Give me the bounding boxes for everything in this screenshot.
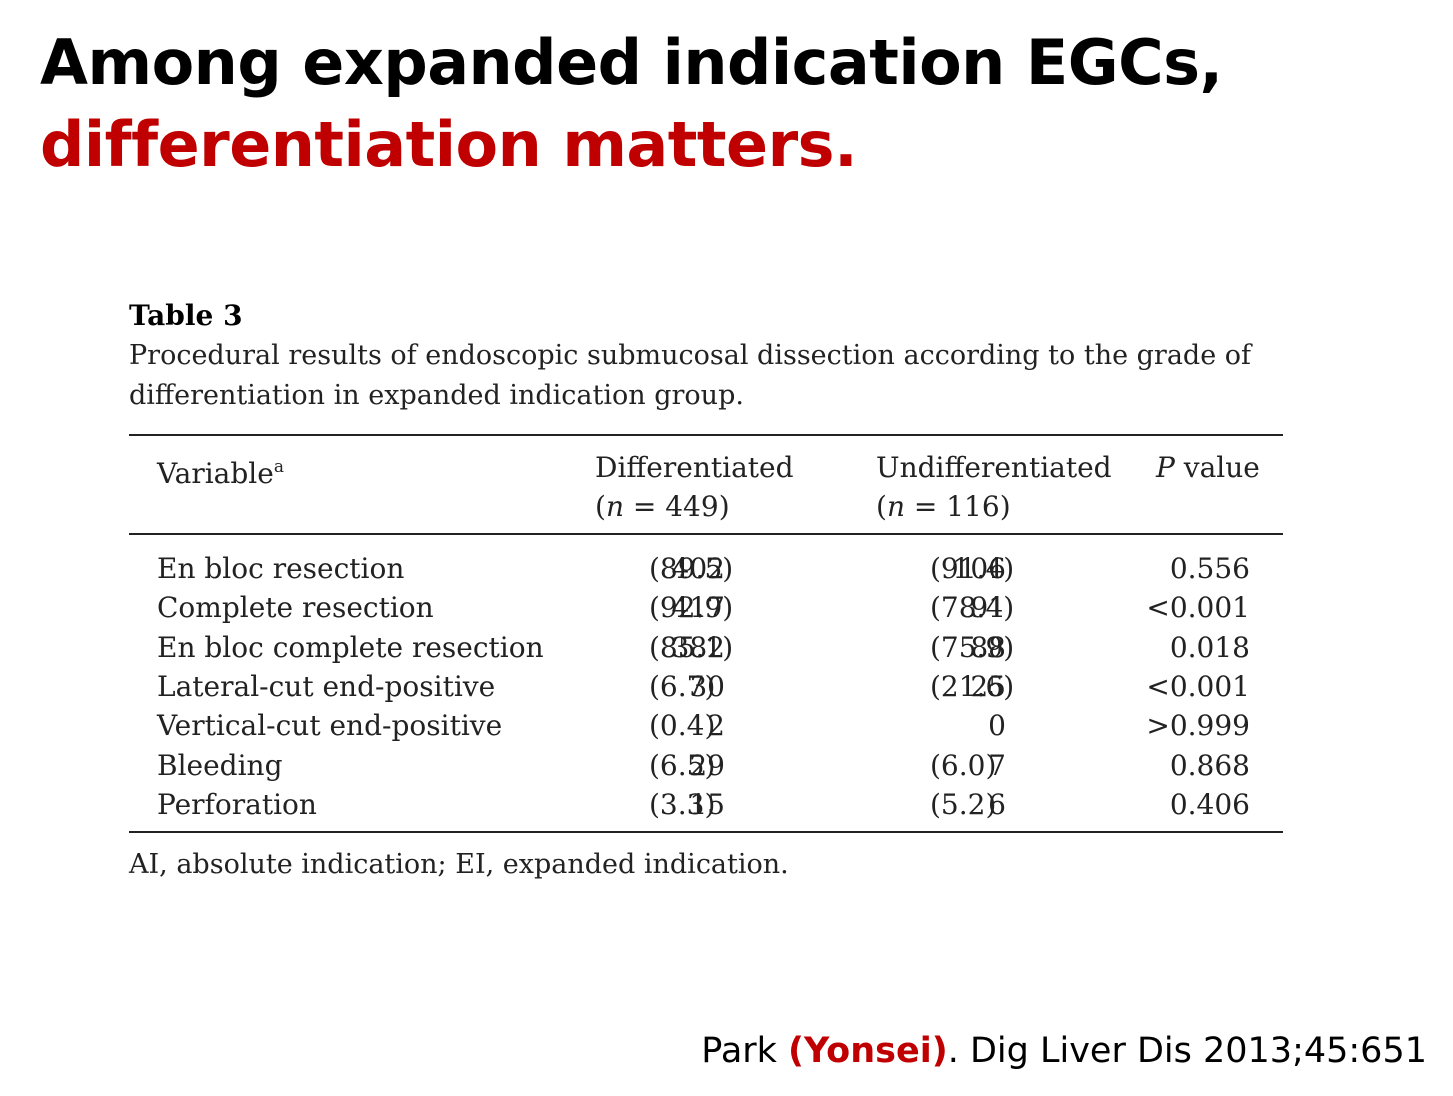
row-variable: Complete resection — [157, 591, 434, 625]
row-variable: En bloc resection — [157, 552, 405, 585]
table-header-rule — [129, 533, 1283, 535]
row-p-value: <0.001 — [1146, 669, 1250, 703]
row-undifferentiated-percent: (78.4) — [930, 591, 1015, 625]
header-differentiated: Differentiated — [595, 451, 794, 484]
citation: Park (Yonsei). Dig Liver Dis 2013;45:651 — [701, 1028, 1427, 1074]
header-undifferentiated: Undifferentiated — [876, 451, 1112, 484]
row-undifferentiated-percent: (6.0) — [930, 748, 997, 782]
header-variable-footnote-mark: a — [273, 457, 284, 477]
row-undifferentiated-count: 0 — [988, 709, 1006, 743]
row-undifferentiated-count: 88 — [970, 630, 1006, 664]
row-differentiated-percent: (92.9) — [649, 591, 734, 625]
slide-title: Among expanded indication EGCs, differen… — [40, 22, 1420, 186]
row-undifferentiated-percent: (21.6) — [930, 669, 1015, 703]
title-line-2: differentiation matters. — [40, 108, 858, 181]
row-undifferentiated-count: 106 — [952, 552, 1006, 585]
row-undifferentiated-count: 91 — [970, 591, 1006, 625]
row-variable: Lateral-cut end-positive — [157, 669, 496, 703]
header-variable: Variablea — [157, 457, 284, 490]
row-variable: En bloc complete resection — [157, 630, 544, 664]
row-undifferentiated-count: 7 — [988, 748, 1006, 782]
row-variable: Bleeding — [157, 748, 283, 782]
row-undifferentiated-count: 25 — [970, 669, 1006, 703]
row-differentiated-count: 15 — [689, 787, 725, 821]
row-p-value: 0.556 — [1169, 552, 1250, 585]
citation-author: Park — [701, 1031, 789, 1071]
row-differentiated-percent: (3.3) — [649, 787, 716, 821]
row-differentiated-percent: (85.1) — [649, 630, 734, 664]
row-p-value: >0.999 — [1146, 709, 1250, 743]
row-undifferentiated-count: 6 — [988, 787, 1006, 821]
table-header-row: Variablea Differentiated (n = 449) Undif… — [129, 436, 1283, 533]
row-differentiated-percent: (6.7) — [649, 669, 716, 703]
table-footnote: AI, absolute indication; EI, expanded in… — [129, 849, 789, 880]
table-label: Table 3 — [129, 299, 243, 332]
row-differentiated-count: 382 — [671, 630, 725, 664]
row-differentiated-count: 30 — [689, 669, 725, 703]
table-figure: Table 3 Procedural results of endoscopic… — [129, 296, 1283, 885]
row-differentiated-count: 29 — [689, 748, 725, 782]
row-undifferentiated-percent: (91.4) — [930, 552, 1015, 585]
table-caption: Procedural results of endoscopic submuco… — [129, 340, 1252, 411]
row-p-value: 0.406 — [1169, 787, 1250, 821]
row-variable: Vertical-cut end-positive — [157, 709, 503, 743]
row-p-value: 0.018 — [1169, 630, 1250, 664]
row-undifferentiated-percent: (5.2) — [930, 787, 997, 821]
table-top-rule — [129, 434, 1283, 436]
row-differentiated-count: 2 — [707, 709, 725, 743]
row-p-value: 0.868 — [1169, 748, 1250, 782]
header-p-value: P value — [1156, 451, 1260, 484]
header-undifferentiated-n: (n = 116) — [876, 490, 1011, 523]
table-body: En bloc resection 402 (89.5) 106 (91.4) 0.556… — [129, 535, 1283, 831]
citation-source: . Dig Liver Dis 2013;45:651 — [947, 1031, 1427, 1071]
row-differentiated-count: 402 — [671, 552, 725, 585]
row-variable: Perforation — [157, 787, 317, 821]
row-p-value: <0.001 — [1146, 591, 1250, 625]
row-undifferentiated-percent: (75.9) — [930, 630, 1015, 664]
row-differentiated-count: 417 — [671, 591, 725, 625]
header-differentiated-n: (n = 449) — [595, 490, 730, 523]
table-bottom-rule — [129, 831, 1283, 833]
citation-institution: (Yonsei) — [788, 1031, 948, 1071]
row-differentiated-percent: (0.4) — [649, 709, 716, 743]
row-differentiated-percent: (89.5) — [649, 552, 734, 585]
row-differentiated-percent: (6.5) — [649, 748, 716, 782]
title-line-1: Among expanded indication EGCs, — [40, 26, 1223, 99]
